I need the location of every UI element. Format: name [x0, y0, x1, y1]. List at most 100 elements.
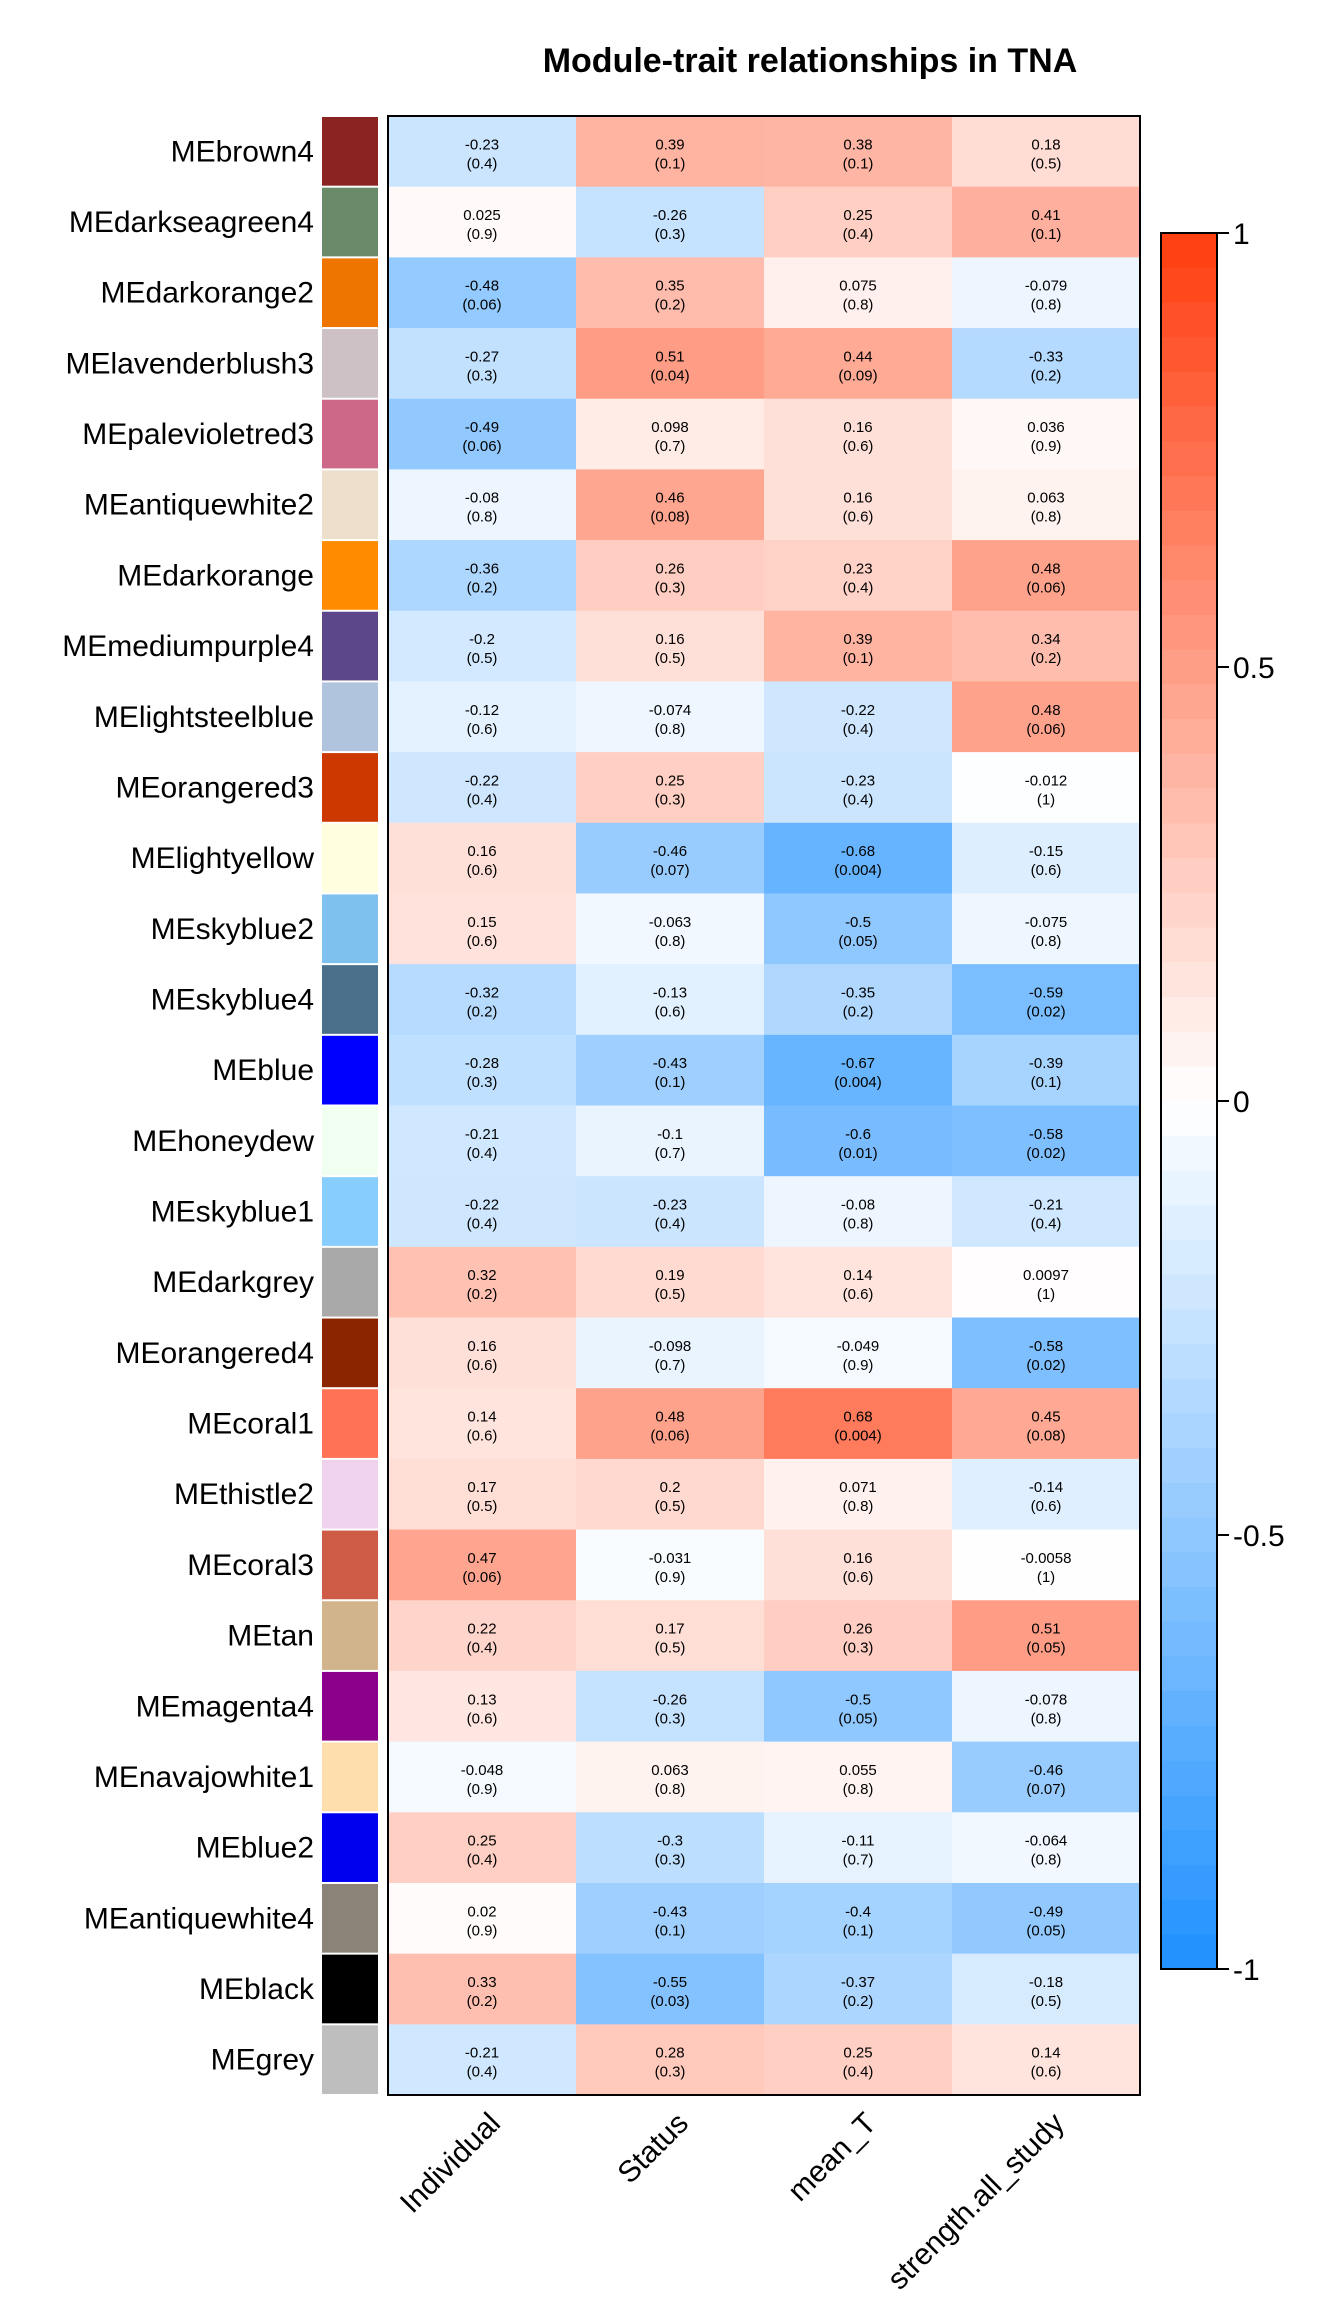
cell-pvalue: (0.4): [843, 2064, 874, 2081]
heatmap-cell: [388, 116, 577, 188]
cell-correlation: -0.23: [841, 772, 875, 789]
cell-correlation: 0.19: [655, 1267, 684, 1284]
heatmap-cell: [388, 469, 577, 541]
cell-pvalue: (0.3): [655, 2064, 686, 2081]
cell-pvalue: (0.5): [1031, 1993, 1062, 2010]
cell-pvalue: (0.8): [655, 1781, 686, 1798]
cell-pvalue: (0.2): [467, 1003, 498, 1020]
cell-pvalue: (0.2): [655, 297, 686, 314]
cell-pvalue: (0.8): [1031, 1710, 1062, 1727]
cell-pvalue: (0.03): [650, 1993, 689, 2010]
cell-correlation: 0.41: [1031, 207, 1060, 224]
module-color-block: [322, 1954, 378, 2024]
cell-correlation: -0.67: [841, 1055, 875, 1072]
cell-pvalue: (0.4): [467, 791, 498, 808]
cell-correlation: 0.13: [467, 1691, 496, 1708]
heatmap-cell: [952, 1812, 1141, 1884]
heatmap-cell: [576, 1176, 765, 1248]
legend-swatch: [1161, 753, 1217, 790]
cell-pvalue: (0.6): [1031, 2064, 1062, 2081]
heatmap-cell: [952, 328, 1141, 400]
heatmap-cell: [576, 681, 765, 753]
row-label: MElightsteelblue: [94, 701, 314, 734]
legend-swatch: [1161, 406, 1217, 442]
module-color-blocks: [322, 117, 378, 2094]
cell-pvalue: (0.1): [843, 1922, 874, 1939]
module-color-block: [322, 682, 378, 752]
module-color-block: [322, 1318, 378, 1388]
cell-pvalue: (0.4): [843, 226, 874, 243]
heatmap-border: [387, 115, 1141, 2096]
legend-swatch: [1161, 1691, 1217, 1727]
heatmap-cell: [388, 1246, 577, 1319]
cell-correlation: -0.46: [1029, 1762, 1063, 1779]
legend-swatch: [1161, 1031, 1217, 1067]
module-color-block: [322, 1459, 378, 1529]
cell-pvalue: (0.004): [834, 1074, 882, 1091]
legend-swatch: [1161, 267, 1217, 304]
legend-swatch: [1161, 1378, 1217, 1415]
cell-pvalue: (0.004): [834, 1428, 882, 1445]
heatmap-cell: [952, 1741, 1141, 1813]
cell-correlation: -0.58: [1029, 1126, 1063, 1143]
heatmap-cell: [764, 681, 953, 753]
legend-swatch: [1161, 927, 1217, 963]
heatmap-cell: [388, 1953, 577, 2025]
cell-correlation: 0.26: [655, 560, 684, 577]
heatmap-cell: [576, 540, 765, 612]
module-color-block: [322, 2025, 378, 2094]
heatmap-cell: [764, 328, 953, 400]
cell-correlation: 0.45: [1031, 1409, 1060, 1426]
legend-swatch: [1161, 1517, 1217, 1553]
row-label: MEpalevioletred3: [82, 418, 314, 451]
row-label: MElightyellow: [131, 842, 315, 875]
cell-pvalue: (0.07): [1026, 1781, 1065, 1798]
cell-pvalue: (0.06): [462, 1569, 501, 1586]
module-color-block: [322, 541, 378, 610]
cell-pvalue: (0.6): [655, 1003, 686, 1020]
heatmap-cell: [576, 1105, 765, 1177]
cell-pvalue: (0.4): [843, 791, 874, 808]
legend-swatch: [1161, 1552, 1217, 1588]
heatmap-cell: [764, 1600, 953, 1672]
row-label: MEdarkseagreen4: [69, 206, 314, 239]
heatmap-cell: [952, 1388, 1141, 1460]
row-label: MEthistle2: [174, 1478, 314, 1511]
legend-tick-label: 0: [1233, 1086, 1250, 1119]
legend-swatch: [1161, 962, 1217, 998]
legend-swatch: [1161, 510, 1217, 547]
cell-correlation: -0.37: [841, 1974, 875, 1991]
legend-tick-label: -1: [1233, 1954, 1260, 1987]
legend-swatch: [1161, 1239, 1217, 1276]
legend-swatch: [1161, 1795, 1217, 1831]
cell-correlation: -0.08: [841, 1197, 875, 1214]
heatmap-cell: [388, 2024, 577, 2096]
heatmap-cell: [764, 186, 953, 258]
cell-correlation: -0.22: [465, 772, 499, 789]
cell-correlation: -0.49: [1029, 1903, 1063, 1920]
row-label: MEdarkorange: [117, 559, 314, 592]
cell-pvalue: (0.1): [843, 650, 874, 667]
cell-correlation: -0.13: [653, 984, 687, 1001]
heatmap-cell: [388, 1812, 577, 1884]
legend-swatch: [1161, 476, 1217, 512]
legend-swatch: [1161, 1448, 1217, 1484]
module-color-block: [322, 1247, 378, 1317]
cell-correlation: 0.02: [467, 1903, 496, 1920]
cell-correlation: 0.25: [655, 772, 684, 789]
cell-pvalue: (0.2): [467, 579, 498, 596]
heatmap-cell: [576, 1741, 765, 1813]
cell-pvalue: (0.02): [1026, 1145, 1065, 1162]
cell-correlation: 0.39: [843, 631, 872, 648]
heatmap-cell: [388, 1105, 577, 1177]
cell-pvalue: (0.6): [467, 721, 498, 738]
module-color-block: [322, 1389, 378, 1458]
heatmap-cell: [764, 2024, 953, 2096]
cell-correlation: 0.33: [467, 1974, 496, 1991]
cell-pvalue: (0.9): [467, 1922, 498, 1939]
row-label: MEcoral3: [187, 1549, 314, 1582]
row-label: MEskyblue2: [151, 913, 314, 946]
module-color-block: [322, 1813, 378, 1882]
heatmap-cell: [764, 1317, 953, 1389]
cell-correlation: -0.33: [1029, 348, 1063, 365]
